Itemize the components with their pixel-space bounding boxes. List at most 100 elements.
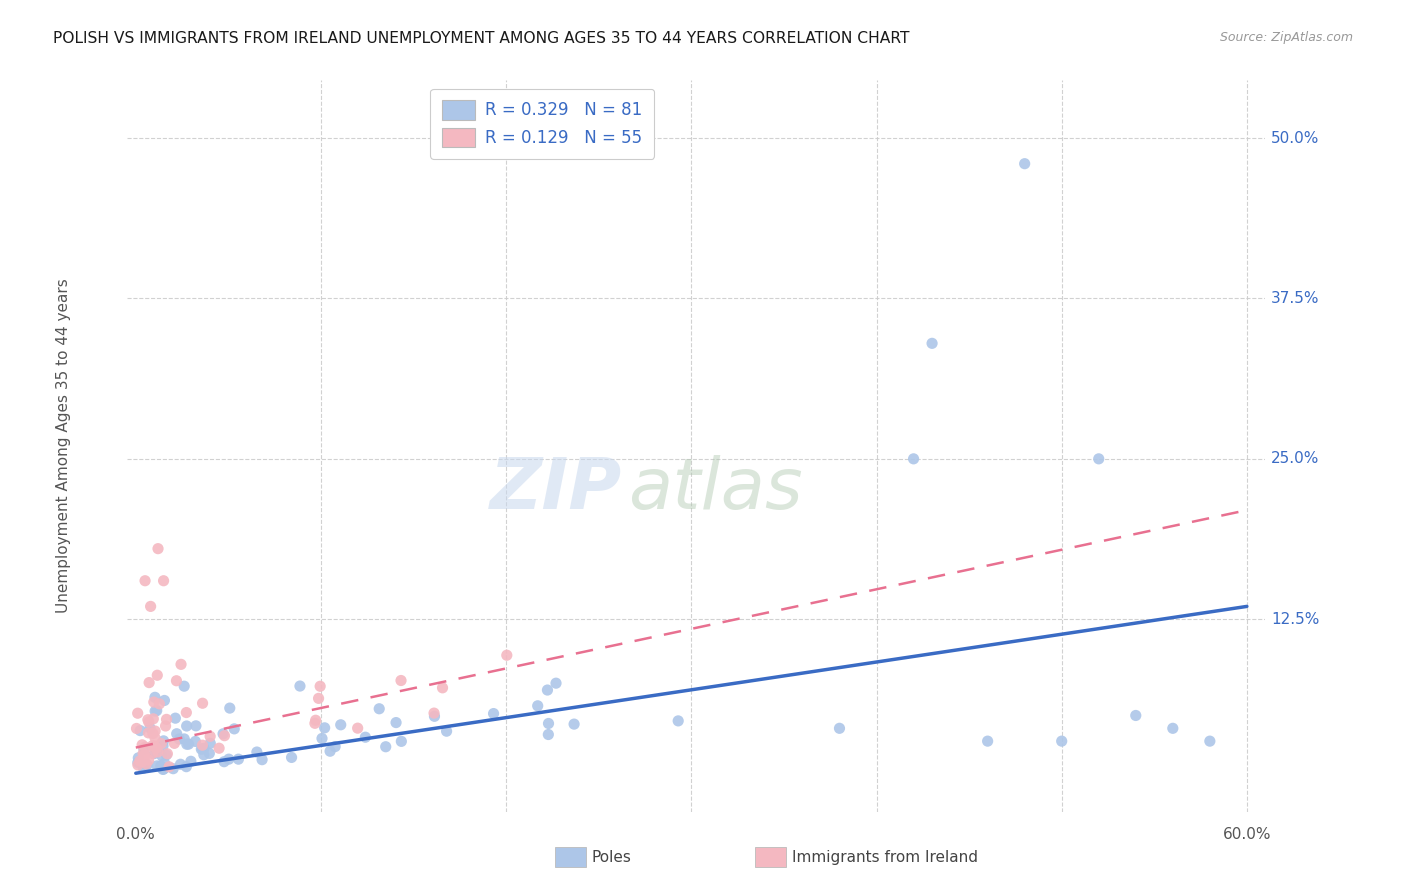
Point [224, 722, 246, 736]
Point [218, 701, 240, 715]
Point [139, 599, 162, 614]
Point [354, 730, 377, 744]
Point [562, 717, 585, 731]
Point [309, 679, 332, 693]
Point [142, 712, 165, 726]
Point [143, 747, 166, 761]
Point [200, 736, 222, 750]
Point [536, 683, 558, 698]
Point [368, 702, 391, 716]
Point [165, 711, 187, 725]
Point [131, 755, 153, 769]
Point [389, 734, 412, 748]
Point [143, 739, 166, 753]
Point [176, 759, 198, 773]
Point [152, 734, 174, 748]
Point [169, 757, 191, 772]
Point [170, 657, 193, 672]
Point [152, 762, 174, 776]
Point [177, 737, 200, 751]
Point [436, 724, 458, 739]
Point [155, 719, 177, 733]
Point [150, 737, 173, 751]
Point [134, 574, 156, 588]
Point [246, 745, 269, 759]
Point [191, 696, 214, 710]
Point [146, 759, 169, 773]
Point [136, 758, 159, 772]
Point [127, 706, 149, 721]
Point [153, 756, 176, 771]
Point [150, 748, 173, 763]
Point [184, 719, 207, 733]
Point [193, 741, 215, 756]
Point [828, 721, 851, 735]
Point [423, 706, 446, 720]
Point [148, 697, 170, 711]
Point [176, 737, 198, 751]
Text: atlas: atlas [627, 456, 803, 524]
Point [152, 739, 174, 753]
Point [146, 668, 169, 682]
Point [166, 727, 188, 741]
Point [138, 726, 160, 740]
Point [138, 753, 160, 767]
Point [157, 760, 180, 774]
Point [228, 752, 250, 766]
Point [139, 721, 162, 735]
Text: 60.0%: 60.0% [1223, 827, 1271, 842]
Point [423, 709, 446, 723]
Point [329, 718, 352, 732]
Point [1125, 708, 1147, 723]
Point [134, 747, 156, 762]
Point [141, 747, 163, 761]
Point [666, 714, 689, 728]
Point [143, 690, 166, 705]
Point [250, 753, 273, 767]
Point [155, 747, 177, 762]
Point [146, 541, 169, 556]
Point [145, 741, 167, 756]
Point [128, 754, 150, 768]
Point [138, 714, 160, 729]
Point [308, 691, 330, 706]
Text: Poles: Poles [592, 850, 631, 864]
Point [153, 693, 176, 707]
Text: ZIP: ZIP [489, 456, 621, 524]
Point [495, 648, 517, 663]
Point [346, 721, 368, 735]
Point [155, 712, 177, 726]
Point [212, 755, 235, 769]
Point [1161, 721, 1184, 735]
Point [166, 673, 188, 688]
Point [145, 704, 167, 718]
Point [214, 729, 236, 743]
Point [537, 727, 560, 741]
Point [131, 738, 153, 752]
Point [311, 731, 333, 746]
Text: 37.5%: 37.5% [1271, 291, 1319, 306]
Point [142, 726, 165, 740]
Point [146, 745, 169, 759]
Point [184, 734, 207, 748]
Point [314, 721, 336, 735]
Point [173, 731, 195, 746]
Point [193, 747, 215, 762]
Point [125, 722, 148, 736]
Point [526, 698, 548, 713]
Point [132, 742, 155, 756]
Point [127, 758, 149, 772]
Point [198, 747, 221, 761]
Text: 50.0%: 50.0% [1271, 130, 1319, 145]
Point [152, 574, 174, 588]
Point [176, 706, 198, 720]
Text: POLISH VS IMMIGRANTS FROM IRELAND UNEMPLOYMENT AMONG AGES 35 TO 44 YEARS CORRELA: POLISH VS IMMIGRANTS FROM IRELAND UNEMPL… [53, 31, 910, 46]
Point [921, 336, 943, 351]
Point [169, 731, 191, 746]
Text: 25.0%: 25.0% [1271, 451, 1319, 467]
Point [482, 706, 505, 721]
Point [288, 679, 311, 693]
Point [156, 747, 179, 761]
Point [903, 451, 925, 466]
Point [163, 736, 186, 750]
